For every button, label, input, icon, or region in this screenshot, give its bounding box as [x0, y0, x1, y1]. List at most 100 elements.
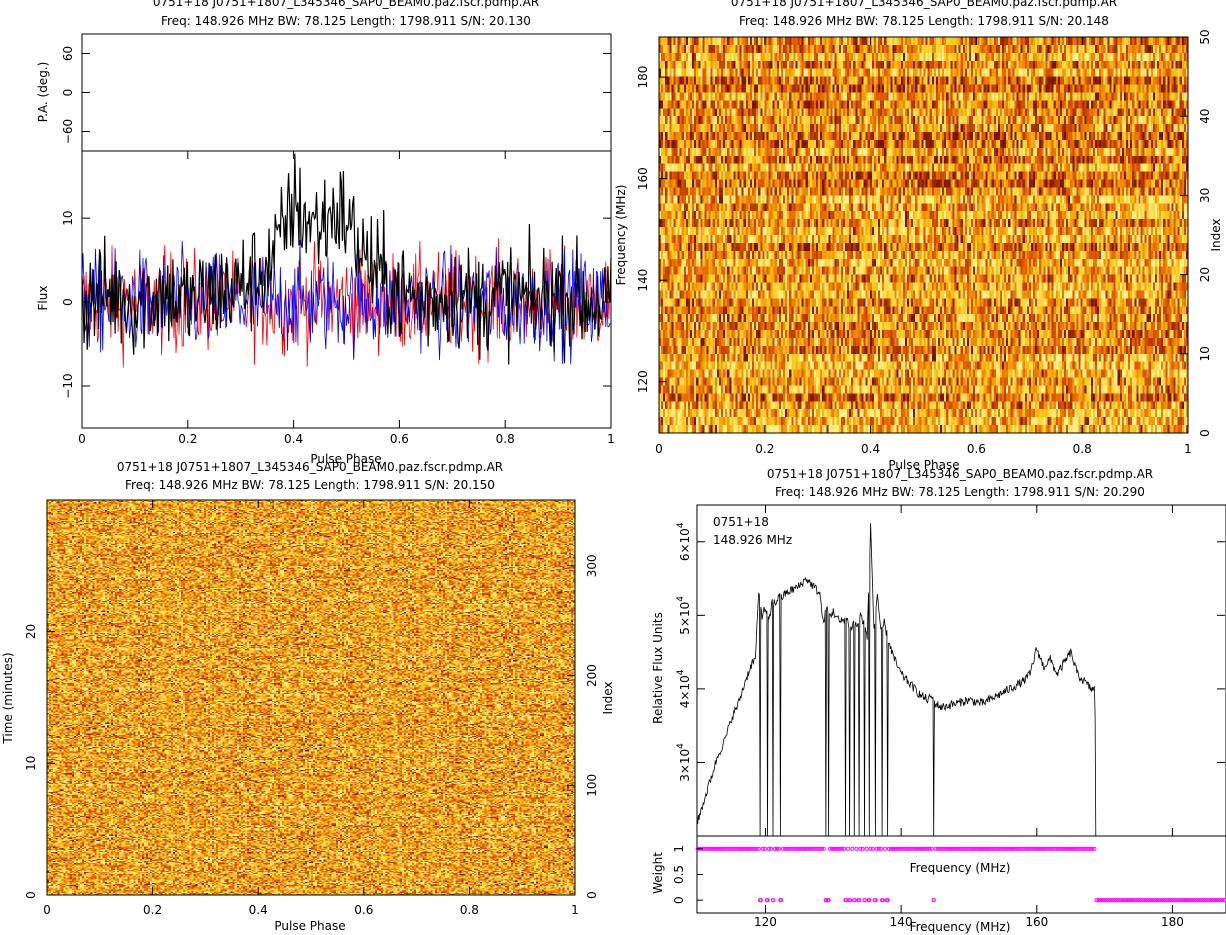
- weight-marker: [1165, 898, 1170, 903]
- phase-time-title: 0751+18 J0751+1807_L345346_SAP0_BEAM0.pa…: [117, 460, 503, 474]
- pa-y-tick-label: 60: [61, 46, 75, 61]
- weight-marker: [857, 898, 862, 903]
- weight-marker: [890, 846, 896, 851]
- pa-y-tick-label: −60: [61, 119, 75, 144]
- weight-marker: [1084, 846, 1089, 851]
- weight-marker: [852, 898, 857, 903]
- weight-marker: [854, 846, 859, 851]
- weight-marker: [1153, 898, 1158, 903]
- weight-marker: [885, 898, 890, 903]
- weight-marker: [1039, 846, 1044, 851]
- weight-axis-label: Weight: [651, 852, 665, 894]
- weight-marker: [803, 846, 808, 851]
- weight-marker: [939, 846, 944, 851]
- weight-marker: [1023, 846, 1028, 851]
- pf-index-tick-label: 20: [1198, 267, 1212, 282]
- flux-axis-label: Flux: [36, 286, 50, 311]
- weight-marker: [1076, 846, 1081, 851]
- weight-marker: [770, 898, 776, 903]
- weight-marker: [734, 846, 739, 851]
- pf-y-tick-label: 120: [636, 370, 650, 393]
- weight-marker: [774, 846, 780, 851]
- weight-marker: [728, 846, 733, 851]
- weight-marker: [935, 846, 940, 851]
- weight-marker: [722, 846, 727, 851]
- weight-marker: [1006, 846, 1012, 851]
- phase-time-x-axis-label: Pulse Phase: [274, 919, 345, 933]
- weight-marker: [945, 846, 950, 851]
- weight-marker: [951, 846, 957, 851]
- weight-marker: [943, 846, 948, 851]
- weight-marker: [1100, 898, 1105, 903]
- phase-frequency-panel: 0751+18 J0751+1807_L345346_SAP0_BEAM0.pa…: [614, 0, 1223, 472]
- weight-marker: [982, 846, 987, 851]
- weight-marker: [1175, 898, 1180, 903]
- weight-marker: [1183, 898, 1189, 903]
- weight-marker: [1067, 846, 1073, 851]
- weight-marker: [1133, 898, 1138, 903]
- weight-marker: [913, 846, 918, 851]
- phase-frequency-x-ticks: 0 0.2 0.4 0.6 0.8 1: [655, 37, 1192, 456]
- profile-panel: 0751+18 J0751+1807_L345346_SAP0_BEAM0.pa…: [36, 0, 615, 466]
- weight-marker: [846, 846, 851, 851]
- weight-marker: [947, 846, 953, 851]
- weight-marker: [998, 846, 1003, 851]
- flux-x-tick-label: 0.8: [496, 432, 515, 446]
- weight-x-tick-label: 140: [890, 915, 913, 929]
- pf-y-tick-label: 140: [636, 269, 650, 292]
- phase-frequency-title: 0751+18 J0751+1807_L345346_SAP0_BEAM0.pa…: [731, 0, 1117, 9]
- weight-marker: [1074, 846, 1079, 851]
- weight-marker: [833, 846, 839, 851]
- weight-marker: [826, 898, 831, 903]
- weight-marker: [1092, 846, 1097, 851]
- weight-marker: [956, 846, 961, 851]
- weight-marker: [797, 846, 802, 851]
- weight-marker: [1139, 898, 1144, 903]
- phase-time-x-ticks: 0 0.2 0.4 0.6 0.8 1: [43, 500, 579, 917]
- weight-marker: [1098, 898, 1103, 903]
- phase-frequency-heatmap: [659, 37, 1188, 433]
- pa-y-ticks: 60 0 −60: [61, 46, 611, 144]
- weight-marker: [1047, 846, 1052, 851]
- weight-marker: [1208, 898, 1213, 903]
- weight-marker: [1204, 898, 1209, 903]
- phase-frequency-y-ticks: 120 140 160 180: [636, 66, 667, 393]
- weight-marker: [1008, 846, 1014, 851]
- weight-marker: [1202, 898, 1207, 903]
- phase-frequency-x-axis-label: Pulse Phase: [888, 458, 959, 472]
- weight-marker: [1080, 846, 1085, 851]
- weight-marker: [1043, 846, 1048, 851]
- pt-index-tick-label: 200: [585, 664, 599, 687]
- weight-marker: [805, 846, 810, 851]
- pt-x-tick-label: 1: [571, 903, 579, 917]
- weight-marker: [793, 846, 798, 851]
- weight-marker: [1159, 898, 1164, 903]
- weight-marker: [1181, 898, 1187, 903]
- weight-marker: [970, 846, 975, 851]
- phase-time-index-label: Index: [601, 681, 615, 714]
- weight-marker: [1010, 846, 1016, 851]
- weight-marker: [1004, 846, 1009, 851]
- weight-marker: [711, 846, 717, 851]
- weight-marker: [873, 898, 878, 903]
- weight-marker: [1218, 898, 1223, 903]
- weight-marker: [867, 898, 872, 903]
- weight-marker: [762, 846, 767, 851]
- weight-marker: [1173, 898, 1178, 903]
- weight-marker: [705, 846, 710, 851]
- weight-marker: [1116, 898, 1121, 903]
- weight-marker: [829, 846, 835, 851]
- weight-marker: [1145, 898, 1150, 903]
- weight-marker: [974, 846, 979, 851]
- weight-marker: [1192, 898, 1197, 903]
- weight-marker: [778, 898, 783, 903]
- weight-marker: [1126, 898, 1132, 903]
- weight-marker: [807, 846, 812, 851]
- weight-marker: [1214, 898, 1219, 903]
- pt-x-tick-label: 0: [43, 903, 51, 917]
- bandpass-subtitle: Freq: 148.926 MHz BW: 78.125 Length: 179…: [775, 485, 1145, 499]
- bandpass-y-tick-exponent: 4: [676, 743, 686, 749]
- weight-marker: [903, 846, 908, 851]
- weight-marker: [915, 846, 920, 851]
- weight-marker: [1129, 898, 1134, 903]
